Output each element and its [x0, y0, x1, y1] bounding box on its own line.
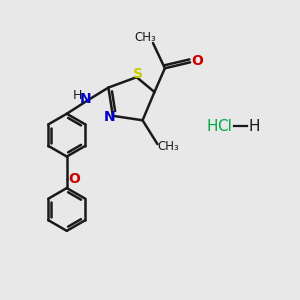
- Text: CH₃: CH₃: [135, 31, 156, 44]
- Text: S: S: [133, 67, 142, 81]
- Text: N: N: [103, 110, 115, 124]
- Text: H: H: [73, 89, 83, 102]
- Text: H: H: [206, 119, 218, 134]
- Text: Cl: Cl: [217, 119, 232, 134]
- Text: H: H: [248, 119, 260, 134]
- Text: CH₃: CH₃: [157, 140, 179, 153]
- Text: N: N: [80, 92, 91, 106]
- Text: O: O: [192, 54, 203, 68]
- Text: O: O: [68, 172, 80, 185]
